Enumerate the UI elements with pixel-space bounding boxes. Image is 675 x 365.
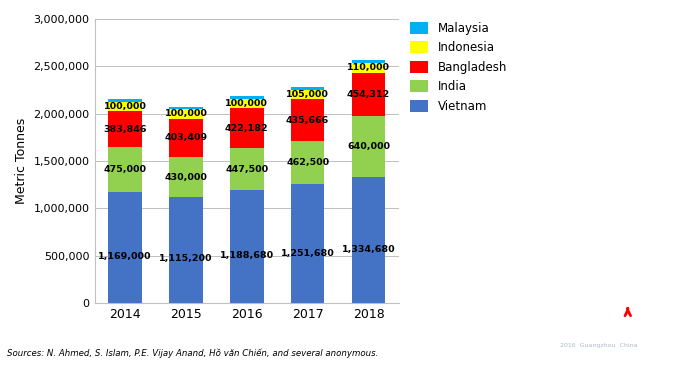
Text: 435,666: 435,666 [286,116,329,124]
Bar [352,63,385,73]
Text: 105,000: 105,000 [286,90,329,99]
Text: 1,169,000: 1,169,000 [99,252,152,261]
Bar [109,99,142,101]
Bar [352,73,385,116]
Bar [230,148,263,191]
Bar [291,100,325,141]
Bar [230,191,263,303]
Bar [291,141,325,184]
Text: 110,000: 110,000 [347,64,390,72]
Text: 430,000: 430,000 [165,173,207,181]
Text: 100,000: 100,000 [165,109,207,118]
Text: 462,500: 462,500 [286,158,329,167]
Bar [230,99,263,108]
Text: GOAL: GOAL [565,312,633,332]
Bar [169,157,202,197]
Text: 2016  Guangzhou  China: 2016 Guangzhou China [560,343,638,348]
Text: Sources: N. Ahmed, S. Islam, P.E. Vijay Anand, Hồ văn Chiến, and several anonymo: Sources: N. Ahmed, S. Islam, P.E. Vijay … [7,348,378,358]
Bar [291,89,325,100]
Bar [169,119,202,157]
Bar [109,111,142,147]
Y-axis label: Metric Tonnes: Metric Tonnes [15,118,28,204]
Text: 100,000: 100,000 [225,99,268,108]
Bar [169,197,202,303]
Bar [352,116,385,177]
Text: 447,500: 447,500 [225,165,269,174]
Text: 454,312: 454,312 [347,90,390,99]
Bar [169,107,202,109]
Bar [109,101,142,111]
Text: 100,000: 100,000 [104,102,146,111]
Text: 475,000: 475,000 [104,165,146,174]
Text: 1,115,200: 1,115,200 [159,254,213,263]
Text: 383,846: 383,846 [103,125,147,134]
Bar [352,60,385,63]
Text: GOA: GOA [572,312,626,332]
Bar [109,192,142,303]
Text: 422,182: 422,182 [225,124,269,132]
Bar [169,109,202,119]
Text: 1,334,680: 1,334,680 [342,245,396,254]
Text: 1,251,680: 1,251,680 [281,249,335,258]
Text: 1,188,680: 1,188,680 [220,251,274,260]
Text: 403,409: 403,409 [165,133,207,142]
Bar [230,108,263,148]
Bar [291,87,325,89]
Bar [291,184,325,303]
Legend: Malaysia, Indonesia, Bangladesh, India, Vietnam: Malaysia, Indonesia, Bangladesh, India, … [408,19,510,115]
Bar [352,177,385,303]
Text: 640,000: 640,000 [347,142,390,151]
Bar [109,147,142,192]
Bar [230,96,263,99]
